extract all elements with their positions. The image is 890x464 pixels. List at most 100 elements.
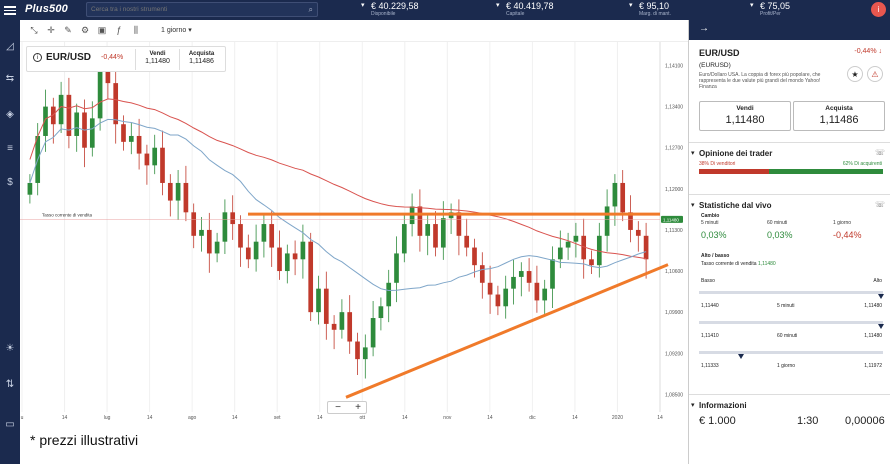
candle-body [214, 241, 220, 254]
candle-body [167, 182, 173, 201]
candle-body [89, 118, 95, 148]
range-low: 1,11410 [701, 333, 719, 339]
range-period: 60 minuti [777, 333, 798, 339]
settings-icon[interactable]: ⚙ [80, 25, 90, 35]
info-value-3: 0,00006 [845, 415, 885, 427]
sidebar: ◿ ⇆ ◈ ≡ $ ☀ ⇅ ▭ [0, 20, 20, 464]
search-icon[interactable]: ⌕ [308, 5, 313, 14]
timeframe-select[interactable]: 1 giorno ▾ [161, 27, 192, 34]
arrow-down-icon: ▾ [361, 2, 365, 9]
y-tick-label: 1,11300 [665, 228, 683, 234]
candle-body [152, 147, 158, 166]
x-tick-label: dic [529, 415, 536, 420]
candle-body [386, 282, 392, 307]
candle-body [105, 71, 111, 84]
chart-area[interactable]: u 14 lug 14 ago 14 set 14 ott 14 nov 14 dic 14 2020 14 1… [20, 42, 688, 420]
opinion-title[interactable]: Opinione dei trader [699, 149, 773, 158]
tag-icon[interactable]: ◈ [6, 109, 14, 120]
candle-body [425, 224, 431, 236]
y-tick-label: 1,08500 [665, 392, 683, 398]
candle-body [238, 224, 243, 248]
candle-body [269, 224, 275, 248]
chevron-down-icon[interactable]: ▾ [691, 402, 695, 409]
candle-body [331, 323, 337, 330]
candle-body [635, 229, 641, 236]
chart-icon[interactable]: ◿ [6, 41, 14, 52]
candle-body [175, 182, 181, 201]
chat-icon[interactable]: ▭ [5, 419, 15, 430]
y-tick-label: 1,12000 [665, 187, 683, 193]
sun-icon[interactable]: ☀ [5, 343, 15, 354]
candle-body [284, 253, 290, 272]
candle-body [464, 235, 470, 248]
price-chart[interactable]: u 14 lug 14 ago 14 set 14 ott 14 nov 14 dic 14 2020 14 1… [20, 42, 688, 420]
candle-body [573, 235, 579, 242]
candle-body [456, 212, 462, 236]
chat-bubble-icon[interactable]: ☏ [874, 200, 885, 209]
info-section: ▾ Informazioni [689, 394, 890, 464]
panel-sell-button[interactable]: Vendi 1,11480 [699, 101, 791, 131]
candle-body [394, 253, 399, 283]
low-label: Basso [701, 278, 715, 284]
candle-body [628, 212, 633, 230]
candle-body [113, 83, 119, 125]
chat-bubble-icon[interactable]: ☏ [874, 148, 885, 157]
avatar[interactable]: i [871, 2, 886, 17]
slider-marker [878, 324, 885, 329]
panel-description: Euro/Dollaro USA. La coppia di forex più… [699, 72, 821, 90]
candle-body [433, 224, 438, 248]
switch-icon[interactable]: ⇅ [5, 379, 15, 390]
panel-change: -0,44% ↓ [854, 48, 882, 55]
candle-body [206, 229, 212, 254]
candle-body [261, 224, 267, 242]
x-tick-label: 2020 [612, 415, 623, 420]
positions-icon[interactable]: ⇆ [5, 73, 15, 84]
save-icon[interactable]: ▣ [97, 25, 107, 35]
candle-body [596, 235, 602, 266]
star-icon[interactable]: ★ [847, 66, 863, 82]
opinion-buy-text: 62% Di acquirenti [842, 161, 882, 167]
database-icon[interactable]: ≡ [7, 143, 13, 154]
search-input[interactable] [87, 3, 317, 16]
arrow-right-icon[interactable]: → [699, 23, 709, 34]
opinion-sell-text: 38% Di venditori [699, 161, 736, 167]
panel-ticker: (EURUSD) [699, 62, 731, 69]
candle-body [323, 288, 329, 324]
fullscreen-icon[interactable]: ⤡ [30, 25, 38, 35]
crosshair-icon[interactable]: ✛ [47, 25, 55, 35]
zoom-out-button[interactable]: − [335, 402, 341, 413]
y-tick-label: 1,14100 [665, 63, 683, 69]
x-tick-label: 14 [232, 415, 238, 420]
zoom-in-button[interactable]: + [355, 402, 361, 413]
info-value-1: € 1.000 [699, 415, 736, 427]
candle-body [58, 94, 64, 125]
panel-header: → [689, 20, 890, 40]
candle-body [370, 318, 376, 348]
buy-button[interactable]: Acquista 1,11486 [179, 49, 223, 70]
candle-body [417, 206, 423, 236]
slider-marker [878, 294, 885, 299]
panel-buy-button[interactable]: Acquista 1,11486 [793, 101, 885, 131]
info-title[interactable]: Informazioni [699, 401, 747, 410]
sell-button[interactable]: Vendi 1,11480 [135, 49, 179, 70]
candle-body [50, 106, 56, 125]
chevron-down-icon[interactable]: ▾ [691, 202, 695, 209]
arrow-down-icon: ▾ [750, 2, 754, 9]
chevron-down-icon[interactable]: ▾ [691, 150, 695, 157]
draw-icon[interactable]: ✎ [64, 25, 72, 35]
candle-body [511, 276, 516, 289]
dollar-icon[interactable]: $ [7, 177, 13, 188]
candle-body [557, 247, 563, 260]
y-tick-label: 1,10600 [665, 269, 683, 275]
candles-icon[interactable]: ⫼ [133, 25, 139, 35]
alert-bell-icon[interactable]: ⚠ [867, 66, 883, 82]
stat-profit: ▾ € 75,05 Profit/Per [750, 1, 791, 17]
function-icon[interactable]: ƒ [116, 25, 122, 35]
x-tick-label: 14 [62, 415, 68, 420]
candle-body [440, 218, 446, 248]
stats-title[interactable]: Statistiche dal vivo [699, 201, 772, 210]
info-icon[interactable]: i [33, 53, 42, 62]
candle-body [97, 71, 103, 119]
search-box[interactable]: ⌕ [86, 2, 318, 17]
menu-icon[interactable] [4, 4, 16, 15]
